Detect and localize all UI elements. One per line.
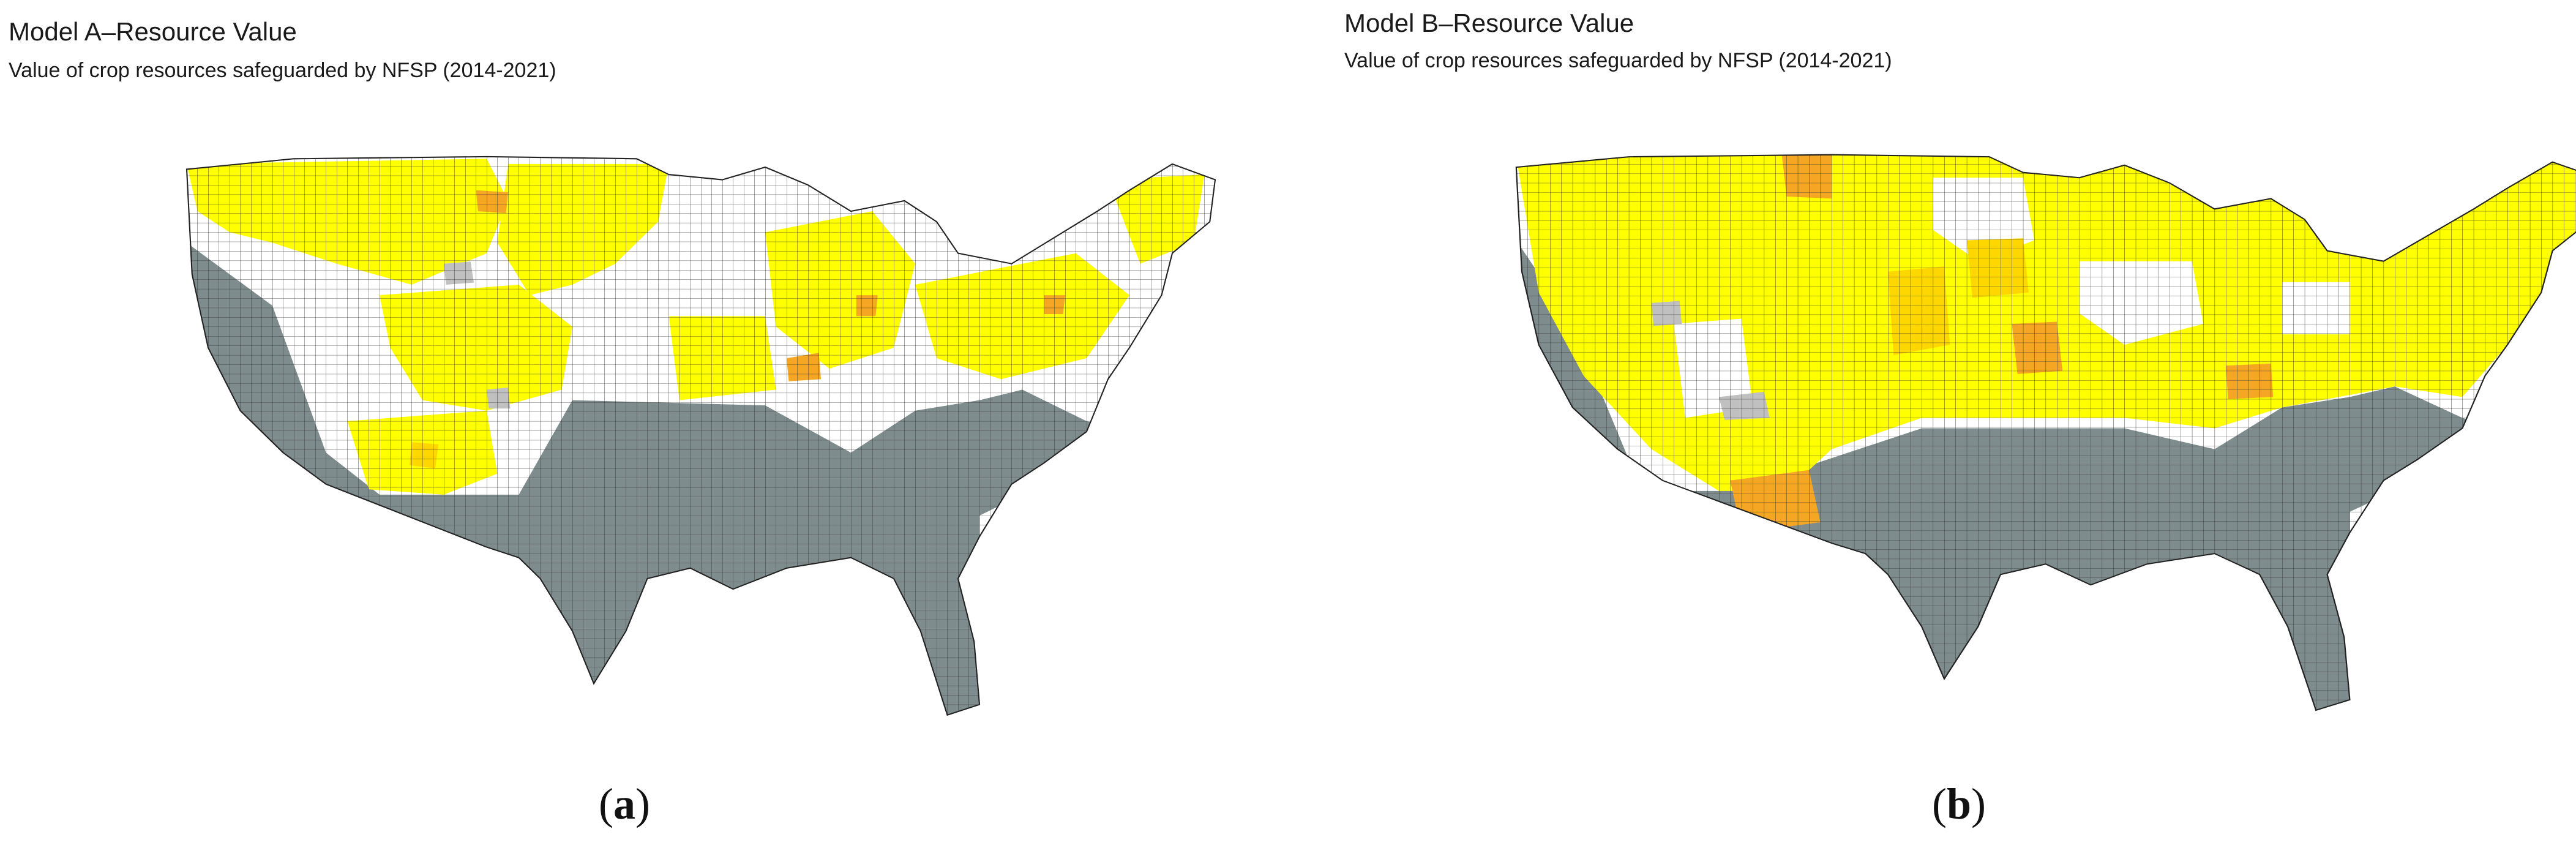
panel-model-b: Model B–Resource Value Value of crop res… <box>1288 0 2576 848</box>
panel-label: (a) <box>599 779 650 828</box>
map-title: Model B–Resource Value <box>1344 9 1634 37</box>
us-county-map <box>1515 154 2576 711</box>
panel-model-a: Model A–Resource Value Value of crop res… <box>9 17 1216 828</box>
us-county-map <box>185 156 1216 716</box>
map-subtitle: Value of crop resources safeguarded by N… <box>9 59 556 82</box>
map-subtitle: Value of crop resources safeguarded by N… <box>1344 49 1892 72</box>
map-title: Model A–Resource Value <box>9 17 297 46</box>
panel-label: (b) <box>1932 779 1986 828</box>
